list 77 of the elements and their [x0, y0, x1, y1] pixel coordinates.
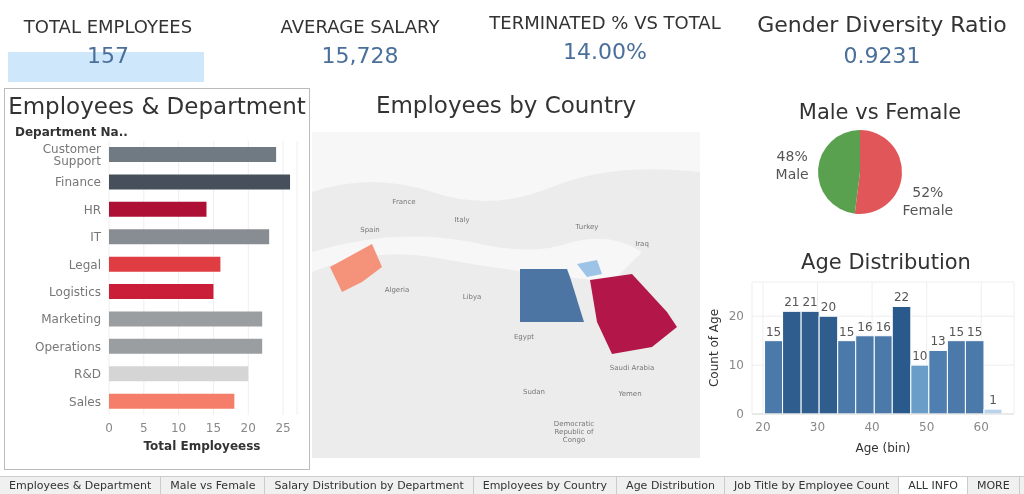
data-label: 16 — [857, 319, 873, 334]
data-label: 15 — [765, 324, 782, 339]
chart-title: Employees & Department — [7, 93, 307, 119]
text: Age Distribution — [617, 477, 726, 494]
y-tick-label: IT — [90, 230, 102, 245]
x-tick-label: 30 — [809, 419, 826, 434]
data-label: 1 — [989, 393, 997, 408]
pie-slice — [854, 130, 902, 214]
x-tick-label: 25 — [275, 420, 291, 435]
x-tick-label: 5 — [139, 420, 148, 435]
bar — [109, 256, 221, 272]
y-tick-label: 0 — [736, 407, 744, 422]
text: TERMINATED % VS TOTAL — [488, 12, 722, 33]
x-tick-label: 50 — [919, 419, 935, 434]
y-axis-title: Department Na.. — [15, 125, 129, 139]
bar — [109, 311, 263, 327]
x-tick-label: 10 — [170, 420, 187, 435]
x-tick-label: 40 — [864, 419, 880, 434]
text: Employees & Department — [0, 477, 162, 494]
text: Salary Distribution by Department — [265, 477, 474, 494]
x-tick-label: 20 — [755, 419, 771, 434]
x-tick-label: 0 — [105, 420, 113, 435]
bar — [109, 366, 249, 382]
y-tick-label: HR — [83, 202, 101, 217]
data-label: 21 — [784, 295, 800, 310]
bar — [109, 229, 270, 245]
data-label: 21 — [802, 295, 818, 310]
data-label: 52% — [912, 184, 944, 201]
data-label: 13 — [930, 334, 946, 349]
data-label: 48% — [776, 147, 808, 164]
y-tick-label: Finance — [55, 175, 101, 190]
text: 14.00% — [562, 39, 648, 64]
text: TOTAL EMPLOYEES — [22, 16, 194, 37]
slice-label: Male — [775, 165, 809, 182]
y-tick-label: Marketing — [41, 312, 101, 327]
text: Job Title by Employee Count — [725, 477, 900, 494]
bar — [109, 338, 263, 354]
text: Gender Diversity Ratio — [756, 12, 1008, 37]
x-tick-label: 15 — [205, 420, 222, 435]
text: 15,728 — [320, 43, 400, 68]
text: 0.9231 — [842, 43, 922, 68]
data-label: 15 — [967, 324, 983, 339]
x-axis-title: Age (bin) — [855, 441, 911, 455]
text: Employees by Country — [473, 477, 618, 494]
data-label: 15 — [948, 324, 965, 339]
chart-title: Male vs Female — [797, 100, 963, 124]
y-tick-label: Logistics — [49, 284, 101, 299]
text: ALL INFO — [899, 477, 968, 494]
bar — [109, 393, 235, 409]
chart-title: Age Distribution — [800, 250, 972, 274]
data-label: 15 — [839, 324, 855, 339]
bar — [109, 201, 207, 217]
y-tick-label: Legal — [68, 257, 101, 272]
x-tick-label: 20 — [240, 420, 256, 435]
y-axis-title: Count of Age — [707, 308, 722, 388]
data-label: 20 — [820, 300, 837, 315]
bar — [109, 284, 214, 300]
y-tick-label: R&D — [74, 367, 101, 382]
y-tick-label: 20 — [728, 309, 744, 324]
data-label: 22 — [893, 290, 910, 305]
slice-label: Female — [902, 202, 954, 219]
y-tick-label: 10 — [728, 358, 744, 373]
bar — [109, 174, 291, 190]
text: AVERAGE SALARY — [279, 16, 441, 37]
pie-slice — [818, 130, 860, 214]
text: Male vs Female — [161, 477, 266, 494]
data-label: 10 — [912, 349, 928, 364]
text: MORE — [967, 477, 1020, 494]
x-tick-label: 60 — [973, 419, 989, 434]
text: 157 — [86, 43, 130, 68]
bar — [109, 147, 277, 163]
data-label: 16 — [875, 319, 891, 334]
y-tick-label: Sales — [69, 394, 101, 409]
y-tick-label: Operations — [35, 339, 101, 354]
y-tick-label: Customer Support — [42, 141, 102, 168]
text: Employees by Country — [374, 92, 638, 118]
x-axis-title: Total Employeess — [142, 439, 262, 453]
